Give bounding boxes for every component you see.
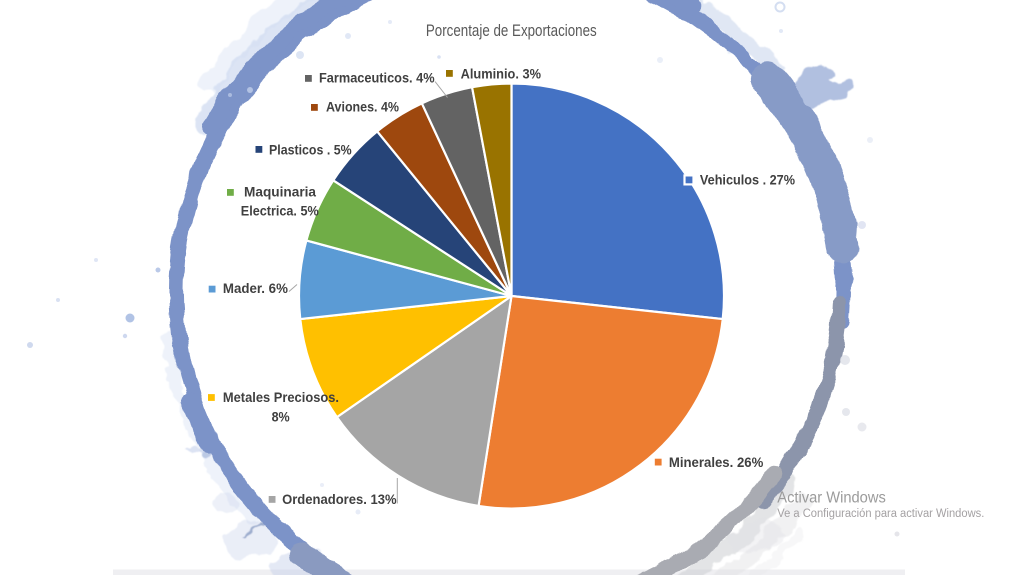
- svg-text:Minerales. 26%: Minerales. 26%: [669, 454, 764, 470]
- svg-text:Activar Windows: Activar Windows: [777, 489, 886, 506]
- svg-text:Farmaceuticos. 4%: Farmaceuticos. 4%: [319, 69, 435, 85]
- svg-text:Maquinaria: Maquinaria: [244, 184, 316, 200]
- svg-text:Vehiculos . 27%: Vehiculos . 27%: [700, 172, 796, 188]
- svg-text:Ordenadores. 13%: Ordenadores. 13%: [282, 491, 397, 507]
- svg-text:Aluminio. 3%: Aluminio. 3%: [461, 65, 542, 81]
- svg-text:Porcentaje de Exportaciones: Porcentaje de Exportaciones: [426, 21, 597, 40]
- svg-text:Metales Preciosos.: Metales Preciosos.: [223, 389, 339, 405]
- svg-text:Electrica. 5%: Electrica. 5%: [241, 202, 319, 218]
- svg-text:Aviones. 4%: Aviones. 4%: [326, 99, 399, 115]
- svg-text:8%: 8%: [272, 409, 291, 425]
- svg-text:Ve a Configuración para activa: Ve a Configuración para activar Windows.: [777, 508, 984, 520]
- svg-text:Mader. 6%: Mader. 6%: [223, 280, 289, 296]
- svg-text:Plasticos . 5%: Plasticos . 5%: [269, 141, 352, 157]
